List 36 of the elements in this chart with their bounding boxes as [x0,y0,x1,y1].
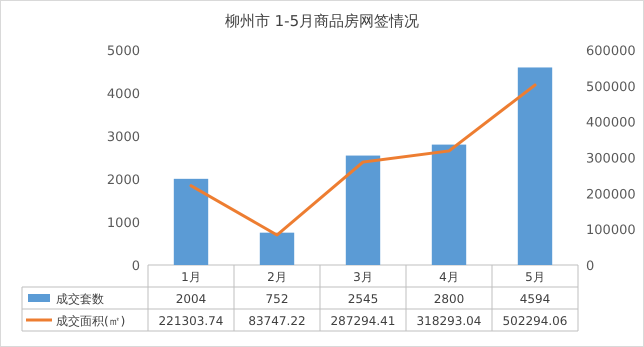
legend-label: 成交面积(㎡) [56,314,126,328]
data-label: 752 [266,292,288,306]
legend-label: 成交套数 [56,292,104,306]
data-label: 221303.74 [158,314,224,328]
chart-title: 柳州市 1-5月商品房网签情况 [224,12,420,30]
data-label: 502294.06 [502,314,568,328]
y-tick-label: 4000 [106,87,140,102]
bar [346,156,380,265]
data-label: 83747.22 [248,314,306,328]
data-label: 2800 [434,292,464,306]
data-label: 2545 [348,292,378,306]
y-tick-label: 3000 [106,130,140,145]
y2-tick-label: 200000 [586,187,636,202]
x-tick-label: 2月 [267,270,287,284]
x-tick-label: 1月 [181,270,201,284]
data-label: 2004 [176,292,206,306]
y2-tick-label: 300000 [586,152,636,166]
y2-tick-label: 500000 [586,80,636,95]
bar [174,178,208,265]
data-label: 318293.04 [416,314,482,328]
x-tick-label: 3月 [353,270,373,284]
y2-tick-label: 600000 [586,44,636,59]
y2-tick-label: 100000 [586,223,636,238]
data-label: 4594 [520,292,550,306]
bar [260,232,294,265]
data-label: 287294.41 [330,314,396,328]
x-tick-label: 5月 [525,270,545,284]
y-tick-label: 0 [132,259,140,274]
bar [518,67,552,265]
y2-tick-label: 400000 [586,116,636,131]
y2-tick-label: 0 [586,259,594,274]
y-tick-label: 1000 [106,216,140,231]
y-tick-label: 5000 [106,44,140,59]
y-tick-label: 2000 [106,173,140,188]
x-tick-label: 4月 [439,270,459,284]
bar [432,144,466,265]
